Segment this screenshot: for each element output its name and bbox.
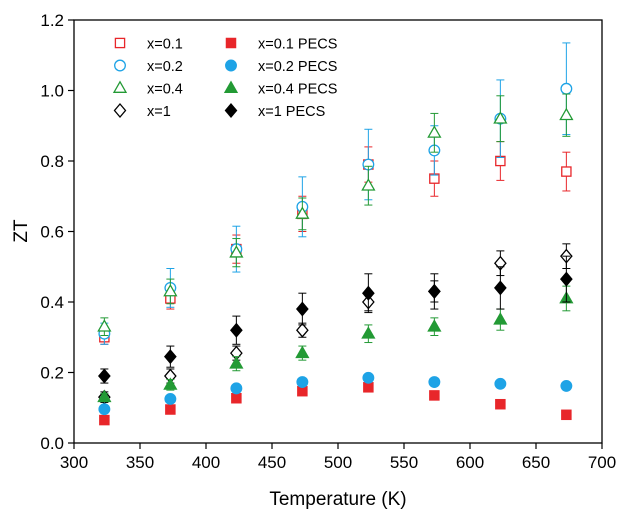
data-point — [561, 409, 572, 421]
y-tick-label: 0.6 — [40, 223, 64, 242]
legend-marker — [112, 80, 128, 93]
data-point — [295, 206, 310, 219]
data-point — [361, 178, 376, 191]
x-tick-label: 300 — [60, 453, 88, 472]
data-point — [427, 125, 442, 138]
legend-item: x=0.2 PECS — [225, 59, 337, 75]
data-point — [362, 285, 375, 301]
data-point — [230, 322, 243, 338]
data-point — [428, 376, 441, 388]
x-tick-label: 600 — [456, 453, 484, 472]
data-point — [493, 312, 508, 325]
data-point — [296, 322, 309, 338]
y-tick-label: 1.0 — [40, 82, 64, 101]
y-tick-label: 0.0 — [40, 434, 64, 453]
data-point — [429, 390, 440, 401]
legend-label: x=0.2 — [147, 59, 183, 75]
legend-item: x=0.1 PECS — [225, 37, 337, 53]
legend-item: x=1 PECS — [224, 102, 325, 120]
data-point — [560, 379, 573, 392]
data-point — [495, 398, 506, 410]
data-point — [229, 245, 244, 258]
series-x-0-4 — [97, 93, 574, 336]
legend-item: x=1 — [113, 102, 171, 120]
data-point — [493, 111, 508, 124]
data-point — [163, 283, 178, 297]
series-x-0-4-pecs — [97, 285, 574, 403]
x-tick-label: 700 — [588, 453, 616, 472]
plot-marks — [97, 42, 574, 426]
data-point — [560, 82, 573, 95]
legend-item: x=0.4 — [112, 80, 183, 98]
data-point — [560, 271, 573, 287]
data-point — [363, 382, 374, 393]
legend-label: x=0.1 — [147, 37, 183, 53]
data-point — [231, 392, 242, 404]
data-point — [361, 326, 376, 339]
x-axis-label: Temperature (K) — [269, 489, 406, 510]
y-tick-label: 0.8 — [40, 152, 64, 171]
data-point — [165, 404, 176, 415]
legend-marker — [114, 59, 126, 72]
data-point — [99, 414, 110, 426]
x-tick-label: 400 — [192, 453, 220, 472]
legend-marker — [114, 37, 126, 49]
x-tick-label: 350 — [126, 453, 154, 472]
series-x-1-pecs — [98, 255, 573, 384]
data-point — [494, 377, 507, 390]
x-tick-label: 550 — [390, 453, 418, 472]
series-x-0-1-pecs — [99, 382, 572, 426]
data-point — [296, 301, 309, 317]
x-tick-label: 500 — [324, 453, 352, 472]
data-point — [98, 368, 111, 384]
data-point — [229, 356, 244, 369]
data-point — [362, 371, 375, 384]
legend-label: x=0.1 PECS — [258, 37, 337, 53]
legend-marker — [225, 37, 237, 49]
legend-item: x=0.1 — [114, 37, 183, 53]
y-tick-label: 1.2 — [40, 11, 64, 30]
data-point — [561, 166, 572, 177]
legend-item: x=0.2 — [114, 59, 183, 75]
data-point — [296, 376, 309, 388]
legend-label: x=0.4 — [147, 82, 183, 98]
data-point — [295, 345, 310, 359]
data-point — [428, 283, 441, 299]
y-tick-label: 0.2 — [40, 364, 64, 383]
x-tick-label: 450 — [258, 453, 286, 472]
data-point — [559, 107, 574, 121]
data-point — [97, 319, 112, 332]
data-point — [98, 403, 111, 416]
x-tick-label: 650 — [522, 453, 550, 472]
legend-label: x=0.4 PECS — [258, 82, 337, 98]
legend-label: x=1 — [147, 104, 171, 120]
axis-ticks: 300 350 400 450 500 550 600 650 700 0.0 0.2 0.4 0.6 0… — [40, 11, 616, 472]
data-point — [163, 377, 178, 390]
legend-marker — [223, 80, 239, 93]
data-point — [164, 349, 177, 365]
legend: x=0.1 x=0.2 x=0.4 x=1 x=0.1 PECS x=0.2 PECS x=… — [112, 37, 337, 120]
y-axis-label: ZT — [11, 219, 32, 243]
legend-marker — [225, 59, 237, 72]
legend-label: x=0.2 PECS — [258, 59, 337, 75]
y-tick-label: 0.4 — [40, 293, 64, 312]
data-point — [164, 392, 177, 405]
legend-marker — [224, 102, 238, 119]
data-point — [494, 280, 507, 296]
legend-label: x=1 PECS — [258, 104, 325, 120]
data-point — [427, 319, 442, 332]
data-point — [97, 389, 112, 403]
legend-marker — [113, 102, 127, 119]
legend-item: x=0.4 PECS — [223, 80, 337, 98]
data-point — [230, 382, 243, 395]
series-x-0-2-pecs — [98, 371, 573, 416]
